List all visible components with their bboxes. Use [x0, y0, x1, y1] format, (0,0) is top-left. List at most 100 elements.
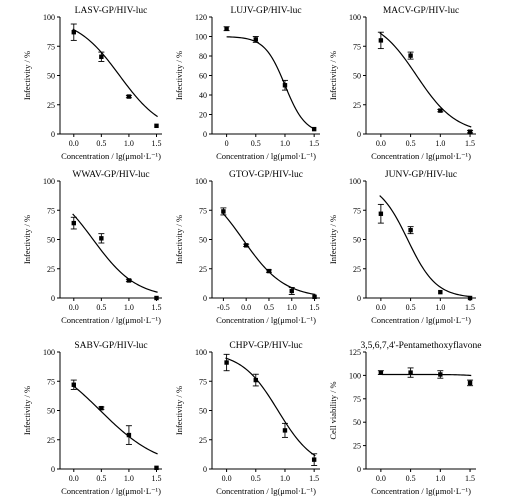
x-tick-label: 0.5	[406, 474, 416, 483]
x-tick-label: 0.5	[251, 139, 261, 148]
data-point	[408, 53, 413, 58]
x-axis-label: Concentration / lg(μmol·L⁻¹)	[61, 315, 161, 325]
data-point	[71, 30, 76, 35]
data-point	[312, 294, 317, 300]
x-tick-label: 1.0	[435, 139, 445, 148]
y-tick-label: 100	[349, 13, 361, 22]
x-tick-label: 0.0	[69, 303, 79, 312]
data-point	[154, 465, 159, 471]
y-tick-label: 100	[195, 33, 207, 42]
chart-panel-5: GTOV-GP/HIV-luc 0 25 50 75 100 -0.5 0.0 0.5 1.0 1.…	[174, 170, 320, 325]
y-tick-label: 50	[199, 407, 207, 416]
y-tick-label: 75	[353, 42, 361, 51]
x-tick-label: 1.0	[435, 303, 445, 312]
data-point	[71, 382, 76, 387]
chart-title: MACV-GP/HIV-luc	[383, 6, 459, 16]
data-point	[311, 457, 317, 462]
fit-curve	[226, 36, 316, 130]
chart-title: SABV-GP/HIV-luc	[74, 341, 147, 351]
y-tick-label: 25	[47, 101, 55, 110]
y-tick-label: 0	[203, 465, 207, 474]
data-point	[408, 227, 413, 233]
data-point	[467, 129, 473, 134]
x-tick-label: 1.0	[435, 474, 445, 483]
y-tick-label: 75	[47, 42, 55, 51]
y-tick-label: 25	[199, 265, 207, 274]
x-tick-label: 0.0	[376, 139, 386, 148]
x-tick-label: 1.5	[151, 139, 161, 148]
fit-curve	[72, 384, 158, 455]
fit-curve	[222, 212, 316, 296]
fit-curve	[379, 195, 472, 298]
x-tick-label: 0.5	[406, 303, 416, 312]
y-tick-label: 50	[47, 407, 55, 416]
x-axis-label: Concentration / lg(μmol·L⁻¹)	[371, 315, 471, 325]
x-tick-label: 1.5	[309, 139, 319, 148]
x-tick-label: 0.0	[222, 474, 232, 483]
y-tick-label: 100	[195, 177, 207, 186]
y-axis-label: Infectivity / %	[328, 51, 338, 100]
x-tick-label: 0	[225, 139, 229, 148]
data-point	[408, 370, 413, 375]
y-tick-label: 100	[195, 348, 207, 357]
y-tick-label: 50	[199, 236, 207, 245]
x-tick-label: 1.5	[465, 303, 475, 312]
y-axis-label: Infectivity / %	[22, 386, 32, 435]
data-point	[224, 360, 229, 365]
data-point	[378, 370, 384, 375]
y-tick-label: 25	[353, 442, 361, 451]
x-axis-label: Concentration / lg(μmol·L⁻¹)	[216, 315, 316, 325]
y-tick-label: 50	[353, 418, 361, 427]
data-point	[99, 236, 104, 241]
y-tick-label: 0	[51, 294, 55, 303]
x-tick-label: 1.0	[124, 303, 134, 312]
fit-curve	[72, 213, 158, 293]
data-point	[154, 123, 159, 129]
chart-panel-8: CHPV-GP/HIV-luc 0 25 50 75 100 0.0 0.5 1.0 1.5 Con…	[174, 341, 320, 496]
x-tick-label: 0.0	[69, 139, 79, 148]
x-tick-label: 1.5	[310, 303, 320, 312]
x-tick-label: 0.5	[406, 139, 416, 148]
x-axis-label: Concentration / lg(μmol·L⁻¹)	[216, 486, 316, 496]
data-point	[467, 295, 473, 301]
fit-curve	[72, 28, 158, 118]
y-tick-label: 0	[203, 130, 207, 139]
y-tick-label: 0	[203, 294, 207, 303]
chart-title: JUNV-GP/HIV-luc	[385, 170, 457, 180]
y-tick-label: 0	[357, 130, 361, 139]
data-point	[126, 432, 132, 438]
x-tick-label: 1.0	[280, 139, 290, 148]
x-tick-label: 1.0	[124, 474, 134, 483]
chart-panel-3: MACV-GP/HIV-luc 0 25 50 75 100 0.0 0.5 1.0 1.5 Con…	[328, 6, 476, 161]
y-tick-label: 25	[353, 101, 361, 110]
y-tick-label: 0	[357, 465, 361, 474]
x-tick-label: 0.0	[376, 303, 386, 312]
y-tick-label: 75	[47, 377, 55, 386]
x-axis-label: Concentration / lg(μmol·L⁻¹)	[61, 486, 161, 496]
chart-title: LASV-GP/HIV-luc	[75, 6, 148, 16]
x-axis-label: Concentration / lg(μmol·L⁻¹)	[371, 151, 471, 161]
x-tick-label: 1.0	[287, 303, 297, 312]
x-tick-label: 0.5	[264, 303, 274, 312]
x-tick-label: 0.5	[96, 474, 106, 483]
chart-panel-4: WWAV-GP/HIV-luc 0 25 50 75 100 0.0 0.5 1.0 1.5 Con…	[22, 170, 162, 325]
y-tick-label: 50	[47, 236, 55, 245]
y-axis-label: Infectivity / %	[174, 51, 184, 100]
y-tick-label: 100	[349, 371, 361, 380]
y-tick-label: 0	[357, 294, 361, 303]
fit-curve	[379, 32, 472, 128]
x-tick-label: 1.5	[151, 474, 161, 483]
data-point	[282, 83, 288, 88]
fit-curve	[225, 357, 316, 457]
y-tick-label: 100	[43, 348, 55, 357]
y-tick-label: 20	[199, 111, 207, 120]
y-axis-label: Infectivity / %	[328, 215, 338, 264]
x-tick-label: 0.5	[251, 474, 261, 483]
data-point	[253, 37, 258, 42]
x-axis-label: Concentration / lg(μmol·L⁻¹)	[216, 151, 316, 161]
data-point	[99, 54, 104, 59]
y-tick-label: 75	[353, 395, 361, 404]
chart-panel-1: LASV-GP/HIV-luc 0 25 50 75 100 0.0 0.5 1.0 1.5 Con…	[22, 6, 162, 161]
x-tick-label: -0.5	[217, 303, 230, 312]
